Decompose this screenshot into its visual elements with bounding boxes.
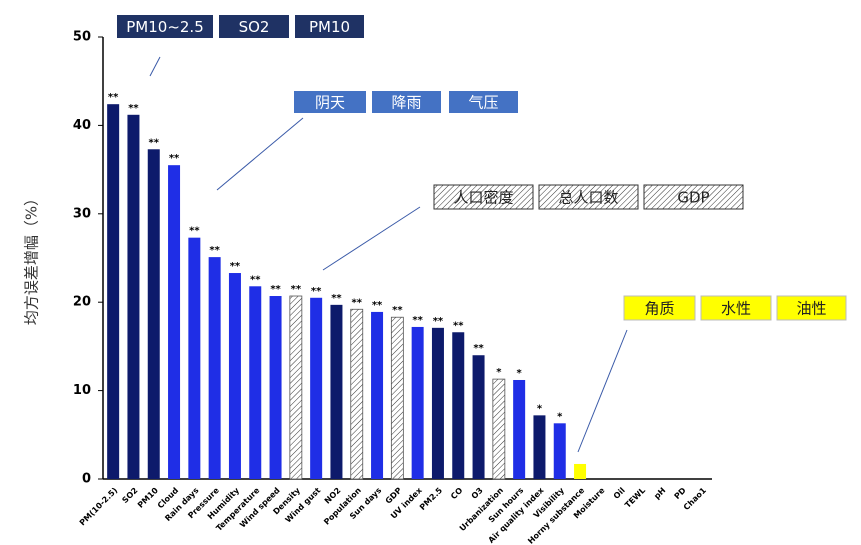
significance-label: ** <box>250 274 261 285</box>
legend-box <box>776 295 847 321</box>
y-tick-label: 50 <box>73 30 91 45</box>
y-tick-label: 40 <box>73 118 91 133</box>
x-tick-label: Oil <box>612 486 627 501</box>
legend-box <box>433 184 534 210</box>
bar <box>107 104 120 480</box>
bar <box>574 463 587 479</box>
legend-label: 人口密度 <box>453 189 513 207</box>
significance-label: * <box>517 368 523 379</box>
bar <box>228 273 241 479</box>
x-tick-label: TEWL <box>623 486 647 510</box>
bar <box>492 378 506 480</box>
y-tick-label: 20 <box>73 295 91 310</box>
significance-label: ** <box>372 300 383 311</box>
significance-label: ** <box>128 103 139 114</box>
bar <box>168 165 181 479</box>
significance-label: ** <box>311 286 322 297</box>
bar <box>533 415 546 479</box>
significance-label: ** <box>473 343 484 354</box>
legend-label: 气压 <box>468 94 498 112</box>
bar <box>350 308 364 480</box>
significance-label: ** <box>412 315 423 326</box>
x-tick-label: CO <box>449 486 464 501</box>
bar <box>147 149 160 479</box>
legend-box <box>117 15 213 38</box>
legend-box <box>372 91 441 113</box>
x-tick-label: O3 <box>470 486 485 501</box>
significance-label: ** <box>169 153 180 164</box>
bar <box>289 295 303 480</box>
significance-label: ** <box>331 293 342 304</box>
x-tick-label: pH <box>652 486 667 501</box>
legend-label: 水性 <box>721 300 751 318</box>
significance-label: ** <box>453 320 464 331</box>
significance-label: * <box>557 411 563 422</box>
bar <box>330 304 343 479</box>
significance-label: ** <box>189 226 200 237</box>
legend-label: PM10~2.5 <box>126 18 204 36</box>
significance-label: ** <box>433 316 444 327</box>
significance-label: ** <box>270 284 281 295</box>
y-tick-label: 0 <box>82 472 91 487</box>
bar <box>269 296 282 479</box>
legend-label: 油性 <box>796 300 826 318</box>
legend-label: 角质 <box>644 300 674 318</box>
significance-label: * <box>537 403 543 414</box>
bar <box>472 355 485 479</box>
bar <box>513 379 526 479</box>
bar <box>390 316 404 480</box>
legend-box <box>294 91 366 113</box>
bar <box>371 311 384 479</box>
legend-label: PM10 <box>309 18 350 36</box>
significance-label: ** <box>230 261 241 272</box>
bar <box>452 332 465 479</box>
x-tick-label: PD <box>673 486 688 501</box>
y-tick-label: 10 <box>73 383 91 398</box>
bar <box>208 257 221 479</box>
significance-label: ** <box>209 245 220 256</box>
bar <box>553 423 566 479</box>
bar <box>310 297 323 479</box>
x-tick-label: PM(10-2.5) <box>78 486 120 528</box>
legend-box <box>643 184 744 210</box>
x-tick-label: Chao1 <box>682 486 708 512</box>
legend-label: 降雨 <box>391 94 421 112</box>
bar <box>249 286 262 479</box>
legend-box <box>700 295 772 321</box>
y-axis-label: 均方误差增幅（%） <box>23 191 41 325</box>
leader-lines <box>149 56 628 453</box>
significance-label: ** <box>392 305 403 316</box>
y-tick-label: 30 <box>73 206 91 221</box>
x-tick-label: PM2.5 <box>418 486 444 512</box>
legend-box <box>219 15 289 38</box>
legend-box <box>295 15 364 38</box>
legend-label: 总人口数 <box>558 189 618 207</box>
significance-label: ** <box>352 297 363 308</box>
bar <box>188 237 201 479</box>
legend-label: SO2 <box>239 18 270 36</box>
x-tick-label: PM10 <box>136 486 160 510</box>
legend-label: GDP <box>677 189 709 207</box>
significance-label: ** <box>291 284 302 295</box>
legend-box <box>538 184 639 210</box>
significance-label: ** <box>149 137 160 148</box>
significance-label: ** <box>108 92 119 103</box>
bar <box>127 114 140 480</box>
significance-label: * <box>496 367 502 378</box>
legend-label: 阴天 <box>315 94 345 112</box>
legend-box <box>623 295 696 321</box>
legend-box <box>449 91 518 113</box>
bar <box>431 327 444 479</box>
bar <box>411 326 424 479</box>
